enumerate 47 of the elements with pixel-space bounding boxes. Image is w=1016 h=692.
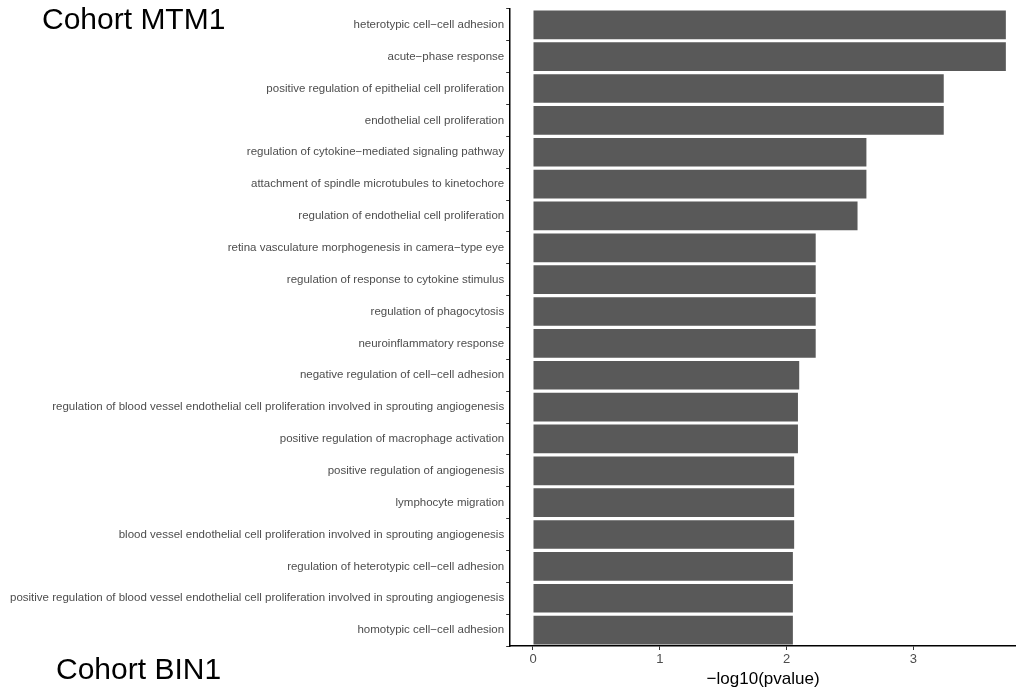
bar [533, 233, 816, 263]
y-tick-label: regulation of heterotypic cell−cell adhesion [287, 559, 505, 572]
y-tick-label: regulation of response to cytokine stimulus [286, 272, 505, 285]
y-tick-label: endothelial cell proliferation [364, 113, 505, 126]
x-tick-label: 0 [529, 651, 537, 667]
y-tick-label: positive regulation of epithelial cell proliferation [266, 81, 505, 94]
y-tick-label: acute−phase response [387, 49, 505, 62]
bar [533, 583, 793, 613]
x-tick-label: 3 [909, 651, 917, 667]
y-tick-label: attachment of spindle microtubules to kinetochore [251, 177, 505, 190]
y-tick-label: neuroinflammatory response [358, 336, 505, 349]
bar [533, 42, 1006, 72]
bar [533, 615, 793, 645]
bar [533, 456, 795, 486]
bar [533, 297, 816, 326]
x-axis-title: −log10(pvalue) [706, 669, 820, 689]
bar [533, 329, 816, 358]
bar [533, 392, 798, 422]
bar [533, 201, 858, 231]
y-tick-label: heterotypic cell−cell adhesion [353, 18, 505, 30]
y-tick-label: regulation of cytokine−mediated signaling pathway [246, 145, 505, 158]
bar [533, 424, 798, 454]
bar [533, 488, 795, 517]
bar [533, 137, 867, 167]
y-tick-label: homotypic cell−cell adhesion [357, 623, 505, 636]
y-tick-label: positive regulation of macrophage activation [279, 432, 505, 445]
bar [533, 360, 800, 390]
y-tick-label: blood vessel endothelial cell proliferation involved in sprouting angiogenesis [118, 527, 505, 540]
y-tick-label: negative regulation of cell−cell adhesion [299, 368, 505, 381]
text: Cohort BIN1 [56, 652, 222, 686]
y-tick-label: regulation of blood vessel endothelial cell proliferation involved in sprouting angiogenesis [52, 400, 505, 413]
y-tick-label: regulation of phagocytosis [370, 304, 505, 317]
bar [533, 74, 944, 103]
y-tick-label: positive regulation of blood vessel endothelial cell proliferation involved in sprouting angiogenesis [9, 591, 505, 604]
bar [533, 106, 944, 135]
text: Cohort MTM1 [42, 2, 226, 36]
bar [533, 265, 816, 294]
x-tick-label: 1 [656, 651, 664, 667]
bar [533, 169, 867, 199]
y-tick-label: retina vasculature morphogenesis in camera−type eye [227, 240, 505, 253]
bar [533, 520, 795, 549]
bar [533, 10, 1006, 40]
y-tick-label: positive regulation of angiogenesis [327, 463, 505, 476]
y-tick-label: regulation of endothelial cell proliferation [298, 209, 505, 222]
y-tick-label: lymphocyte migration [395, 495, 505, 508]
x-tick-label: 2 [782, 651, 791, 667]
bar [533, 552, 793, 581]
